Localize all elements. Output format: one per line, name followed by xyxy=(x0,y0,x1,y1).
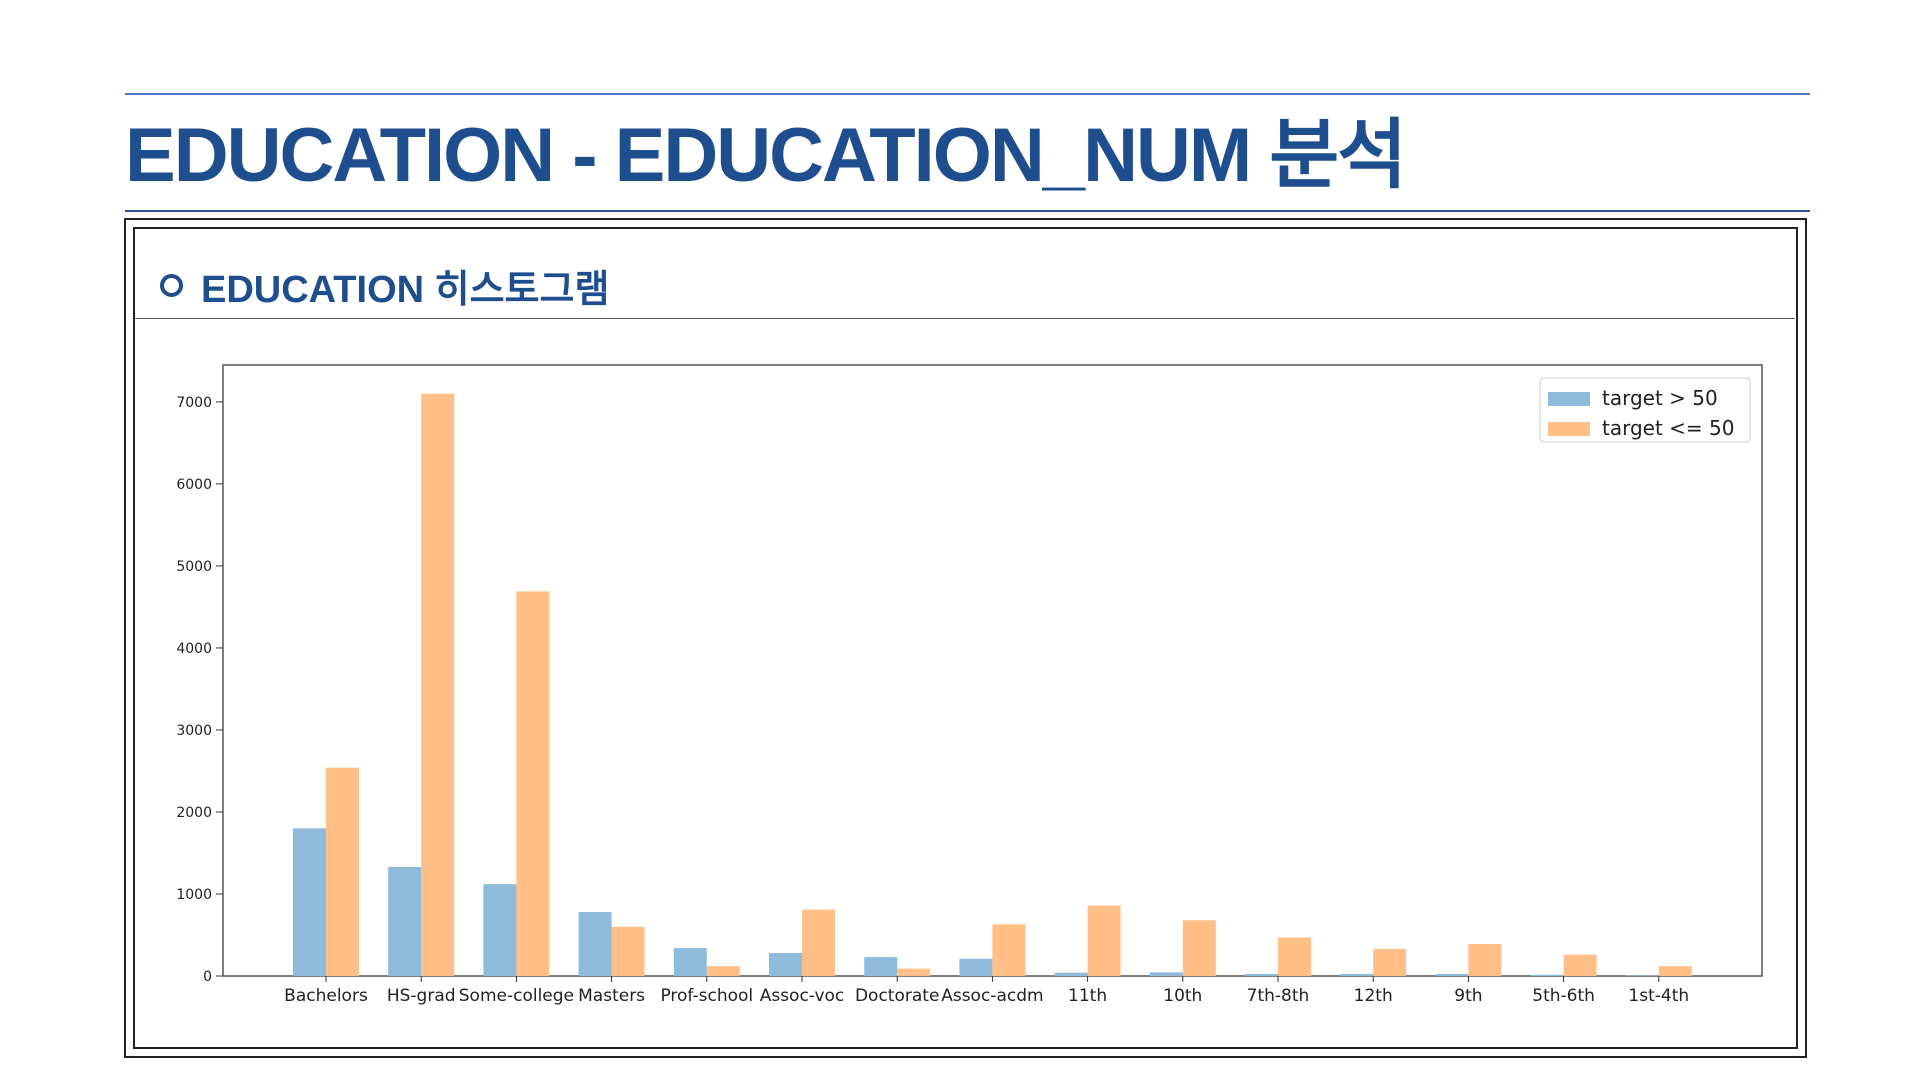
x-tick-label: HS-grad xyxy=(387,986,456,1006)
x-tick-label: Bachelors xyxy=(284,986,368,1006)
y-tick-label: 3000 xyxy=(176,723,212,739)
chart-frame-outer xyxy=(124,218,1807,1058)
x-tick-label: Doctorate xyxy=(855,986,939,1006)
bar-le50 xyxy=(706,966,740,976)
y-tick-label: 7000 xyxy=(176,395,212,411)
bar-gt50 xyxy=(864,957,898,976)
y-tick-label: 1000 xyxy=(176,887,212,903)
bar-le50 xyxy=(897,968,931,976)
x-tick-label: Assoc-voc xyxy=(760,986,845,1006)
x-tick-label: Some-college xyxy=(459,986,574,1006)
bar-le50 xyxy=(1278,937,1311,976)
bar-gt50 xyxy=(1149,972,1183,976)
title-rule xyxy=(125,210,1810,212)
bar-le50 xyxy=(1182,920,1216,976)
x-tick-label: 5th-6th xyxy=(1532,986,1595,1006)
bar-gt50 xyxy=(673,948,707,976)
y-tick-label: 2000 xyxy=(176,805,212,821)
x-tick-label: Prof-school xyxy=(660,986,753,1006)
y-tick-label: 5000 xyxy=(176,559,212,575)
bar-gt50 xyxy=(1054,972,1088,976)
bar-le50 xyxy=(1658,966,1692,976)
bar-le50 xyxy=(1563,954,1597,976)
bar-gt50 xyxy=(578,912,612,976)
bar-le50 xyxy=(1373,948,1407,976)
legend-label: target > 50 xyxy=(1602,386,1718,410)
bar-le50 xyxy=(421,393,455,976)
x-tick-label: 10th xyxy=(1163,986,1202,1006)
x-tick-label: 11th xyxy=(1068,986,1107,1006)
y-tick-label: 0 xyxy=(203,969,212,985)
legend-swatch xyxy=(1548,392,1590,406)
y-tick-label: 6000 xyxy=(176,477,212,493)
bar-gt50 xyxy=(1340,973,1374,976)
page-title: EDUCATION - EDUCATION_NUM 분석 xyxy=(125,113,1407,198)
legend-swatch xyxy=(1548,422,1590,436)
top-rule xyxy=(125,93,1810,95)
section-rule xyxy=(135,318,1795,319)
legend-box xyxy=(1539,377,1751,443)
x-tick-label: Masters xyxy=(578,986,645,1006)
section-header: EDUCATION 히스토그램 xyxy=(160,258,609,313)
bar-le50 xyxy=(1087,905,1121,976)
circle-bullet-icon xyxy=(160,274,183,297)
bar-gt50 xyxy=(388,866,422,976)
x-tick-label: 12th xyxy=(1354,986,1393,1006)
y-tick-label: 4000 xyxy=(176,641,212,657)
bar-gt50 xyxy=(959,958,993,976)
bar-le50 xyxy=(326,767,359,976)
bar-le50 xyxy=(611,926,645,976)
bar-gt50 xyxy=(1245,973,1278,976)
bar-gt50 xyxy=(483,884,517,976)
x-tick-label: 1st-4th xyxy=(1628,986,1689,1006)
bar-le50 xyxy=(992,924,1026,976)
bar-gt50 xyxy=(1530,974,1564,976)
bar-gt50 xyxy=(769,953,802,976)
section-title: EDUCATION 히스토그램 xyxy=(201,269,610,311)
bar-le50 xyxy=(802,909,835,976)
x-tick-label: Assoc-acdm xyxy=(941,986,1043,1006)
bar-le50 xyxy=(1468,944,1502,976)
bar-gt50 xyxy=(1435,973,1469,976)
x-tick-label: 9th xyxy=(1454,986,1482,1006)
bar-le50 xyxy=(516,591,550,976)
chart-frame-inner xyxy=(133,227,1798,1049)
legend-label: target <= 50 xyxy=(1602,416,1735,440)
bar-gt50 xyxy=(293,828,326,976)
x-tick-label: 7th-8th xyxy=(1247,986,1310,1006)
